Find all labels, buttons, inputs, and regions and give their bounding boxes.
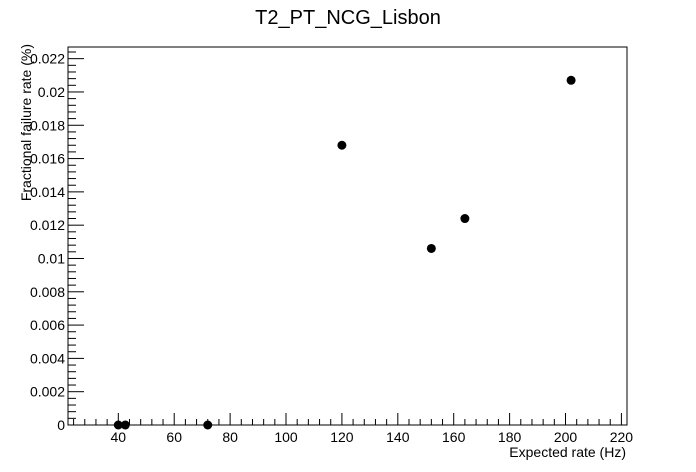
x-tick-label: 40 <box>111 429 127 445</box>
x-axis-label: Expected rate (Hz) <box>509 444 626 460</box>
x-tick-label: 140 <box>386 429 410 445</box>
y-tick-label: 0.004 <box>30 350 65 366</box>
y-tick-label: 0.016 <box>30 151 65 167</box>
y-tick-label: 0.022 <box>30 51 65 67</box>
x-tick-label: 120 <box>330 429 354 445</box>
data-point <box>426 243 436 253</box>
data-point <box>120 420 130 430</box>
y-tick-label: 0 <box>57 417 65 433</box>
y-tick-label: 0.006 <box>30 317 65 333</box>
y-tick-label: 0.02 <box>38 84 65 100</box>
plot-frame <box>67 46 628 426</box>
y-axis: 0 0.002 0.004 0.006 0.008 0.01 0.012 0.014 0.016… <box>30 51 84 433</box>
y-tick-label: 0.01 <box>38 250 65 266</box>
data-points <box>113 75 576 430</box>
x-tick-label: 100 <box>274 429 298 445</box>
x-tick-label: 160 <box>442 429 466 445</box>
data-point <box>566 75 576 85</box>
data-point <box>113 420 123 430</box>
x-tick-label: 220 <box>610 429 634 445</box>
x-tick-label: 200 <box>554 429 578 445</box>
data-point <box>203 420 213 430</box>
y-tick-label: 0.018 <box>30 117 65 133</box>
data-point <box>337 140 347 150</box>
y-tick-label: 0.002 <box>30 384 65 400</box>
y-axis-label: Fractional failure rate (%) <box>18 44 34 201</box>
x-axis: 40 60 80 100 120 140 160 180 200 220 <box>73 413 634 445</box>
x-tick-label: 60 <box>166 429 182 445</box>
chart-title: T2_PT_NCG_Lisbon <box>255 7 441 29</box>
y-tick-label: 0.014 <box>30 184 65 200</box>
data-point <box>460 214 470 224</box>
y-tick-label: 0.012 <box>30 217 65 233</box>
x-tick-label: 80 <box>222 429 238 445</box>
x-tick-label: 180 <box>498 429 522 445</box>
y-tick-label: 0.008 <box>30 284 65 300</box>
